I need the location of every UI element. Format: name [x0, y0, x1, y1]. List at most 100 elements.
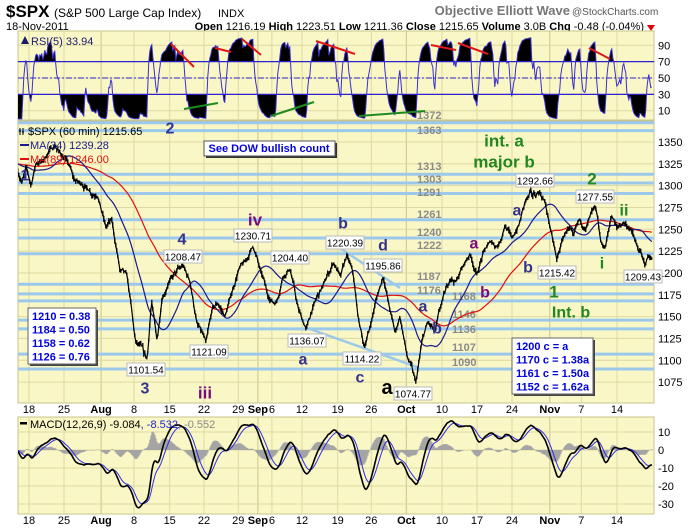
bearish-divergence-line — [315, 40, 356, 55]
macd-histogram-bar — [274, 450, 276, 456]
brand-name: Objective Elliott Wave — [435, 3, 570, 18]
macd-histogram-bar — [31, 450, 33, 452]
macd-histogram-bar — [410, 450, 412, 457]
macd-histogram-bar — [486, 448, 488, 450]
price-line — [18, 145, 652, 382]
macd-histogram-bar — [339, 450, 341, 453]
price-axis-label: 1125 — [658, 333, 682, 345]
macd-histogram-bar — [322, 442, 324, 450]
macd-histogram-bar — [333, 445, 335, 450]
macd-histogram-bar — [460, 450, 462, 452]
macd-histogram-bar — [335, 447, 337, 450]
quote-label: Volume — [482, 21, 521, 33]
macd-histogram-bar — [554, 450, 556, 462]
price-callout — [515, 173, 555, 188]
macd-histogram-bar — [160, 441, 162, 450]
macd-histogram-bar — [608, 450, 610, 452]
macd-histogram-bar — [512, 450, 514, 453]
macd-histogram-bar — [641, 450, 643, 455]
quote-value: 1216.19 — [226, 21, 266, 33]
retracement-box — [27, 307, 97, 365]
macd-histogram-bar — [78, 450, 80, 454]
macd-histogram-bar — [112, 449, 114, 450]
macd-histogram-bar — [367, 450, 369, 456]
bullish-divergence-line — [183, 102, 219, 110]
macd-histogram-bar — [289, 443, 291, 450]
ma89-legend: MA(89) 1246.00 — [30, 154, 109, 166]
macd-histogram-bar — [301, 450, 303, 459]
macd-histogram-bar — [575, 446, 577, 450]
date-tick-label: 7 — [578, 515, 584, 527]
target-box-line: 1161 c = 1.50a — [516, 368, 590, 380]
macd-histogram-bar — [376, 437, 378, 450]
date-tick-label: 6 — [269, 404, 275, 416]
macd-histogram-bar — [177, 446, 179, 450]
price-callout — [189, 344, 229, 359]
macd-histogram-bar — [275, 450, 277, 455]
macd-histogram-bar — [207, 450, 209, 453]
macd-histogram-bar — [647, 450, 649, 452]
bars-icon — [19, 128, 24, 135]
macd-histogram-bar — [263, 450, 265, 460]
macd-histogram-bar — [501, 450, 503, 451]
macd-histogram-bar — [423, 437, 425, 450]
macd-histogram-bar — [477, 450, 479, 457]
bearish-divergence-line — [457, 42, 489, 55]
price-callout — [287, 333, 327, 348]
ma34-legend-swatch — [20, 144, 29, 146]
macd-histogram-bar — [155, 437, 157, 450]
macd-histogram-bar — [27, 449, 29, 450]
index-name: (S&P 500 Large Cap Index) — [54, 6, 201, 20]
macd-histogram-bar — [254, 450, 256, 451]
down-arrow-icon — [647, 25, 655, 31]
macd-histogram-bar — [456, 450, 458, 452]
macd-histogram-bar — [648, 450, 650, 451]
macd-histogram-bar — [174, 444, 176, 450]
macd-histogram-bar — [412, 450, 414, 456]
macd-histogram-bar — [279, 448, 281, 450]
macd-histogram-bar — [527, 445, 529, 450]
macd-histogram-bar — [117, 450, 119, 455]
macd-histogram-bar — [243, 445, 245, 450]
macd-histogram-bar — [168, 439, 170, 450]
macd-histogram-bar — [545, 450, 547, 456]
macd-histogram-bar — [109, 450, 111, 452]
macd-signal-line — [18, 422, 652, 505]
macd-histogram-bar — [64, 450, 66, 454]
macd-histogram-bar — [568, 443, 570, 450]
macd-histogram-bar — [347, 449, 349, 450]
macd-histogram-bar — [280, 446, 282, 450]
macd-histogram-bar — [489, 447, 491, 450]
macd-histogram-bar — [76, 450, 78, 456]
macd-histogram-bar — [143, 449, 145, 450]
macd-histogram-bar — [202, 450, 204, 459]
macd-histogram-bar — [636, 450, 638, 455]
macd-histogram-bar — [406, 450, 408, 457]
macd-histogram-bar — [24, 450, 26, 452]
macd-histogram-bar — [556, 450, 558, 462]
macd-histogram-bar — [580, 445, 582, 450]
macd-histogram-bar — [603, 450, 605, 459]
macd-histogram-bar — [471, 450, 473, 452]
macd-histogram-bar — [248, 448, 250, 450]
macd-histogram-bar — [582, 448, 584, 450]
macd-histogram-bar — [498, 450, 500, 453]
macd-histogram-bar — [240, 443, 242, 450]
macd-histogram-bar — [432, 443, 434, 450]
macd-histogram-bar — [294, 450, 296, 452]
retracement-box-line: 1184 = 0.50 — [32, 325, 90, 337]
macd-histogram-bar — [264, 450, 266, 460]
macd-histogram-bar — [59, 450, 61, 452]
rsi-axis-label: 70 — [658, 57, 670, 69]
macd-histogram-bar — [300, 450, 302, 459]
macd-histogram-bar — [596, 447, 598, 450]
macd-histogram-bar — [343, 450, 345, 452]
macd-histogram-bar — [151, 432, 153, 450]
rsi-axis-label: 90 — [658, 40, 670, 52]
macd-histogram-bar — [543, 450, 545, 455]
wave-label: a — [470, 236, 479, 253]
macd-histogram-bar — [593, 446, 595, 450]
macd-histogram-bar — [153, 432, 155, 450]
macd-histogram-bar — [528, 445, 530, 450]
